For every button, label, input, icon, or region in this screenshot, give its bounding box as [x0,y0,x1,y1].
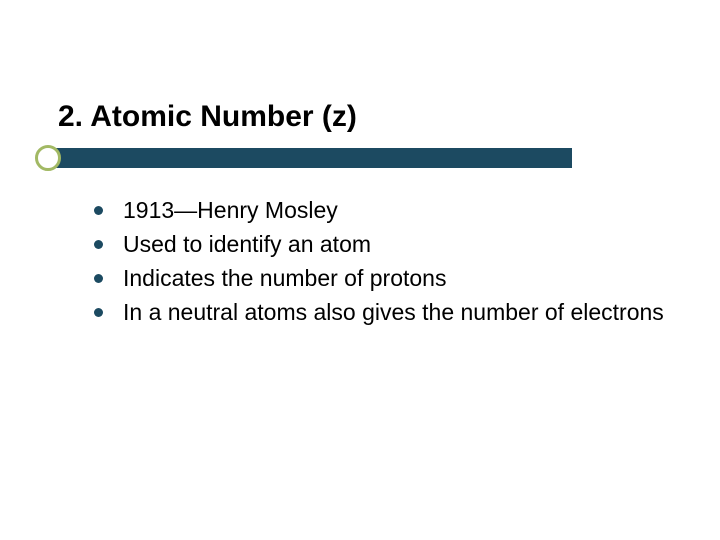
bullet-icon [94,240,103,249]
bullet-text: Indicates the number of protons [123,264,446,294]
accent-circle-icon [35,145,61,171]
list-item: 1913—Henry Mosley [94,196,680,226]
bullet-icon [94,308,103,317]
bullet-text: In a neutral atoms also gives the number… [123,298,664,328]
slide: 2. Atomic Number (z) 1913—Henry Mosley U… [0,0,720,540]
slide-title: 2. Atomic Number (z) [58,100,680,134]
bullet-icon [94,206,103,215]
list-item: Indicates the number of protons [94,264,680,294]
title-area: 2. Atomic Number (z) [58,100,680,134]
bullet-list: 1913—Henry Mosley Used to identify an at… [94,196,680,328]
bullet-icon [94,274,103,283]
content-area: 1913—Henry Mosley Used to identify an at… [94,196,680,332]
list-item: In a neutral atoms also gives the number… [94,298,680,328]
bullet-text: 1913—Henry Mosley [123,196,338,226]
title-underline [42,148,572,168]
bullet-text: Used to identify an atom [123,230,371,260]
list-item: Used to identify an atom [94,230,680,260]
